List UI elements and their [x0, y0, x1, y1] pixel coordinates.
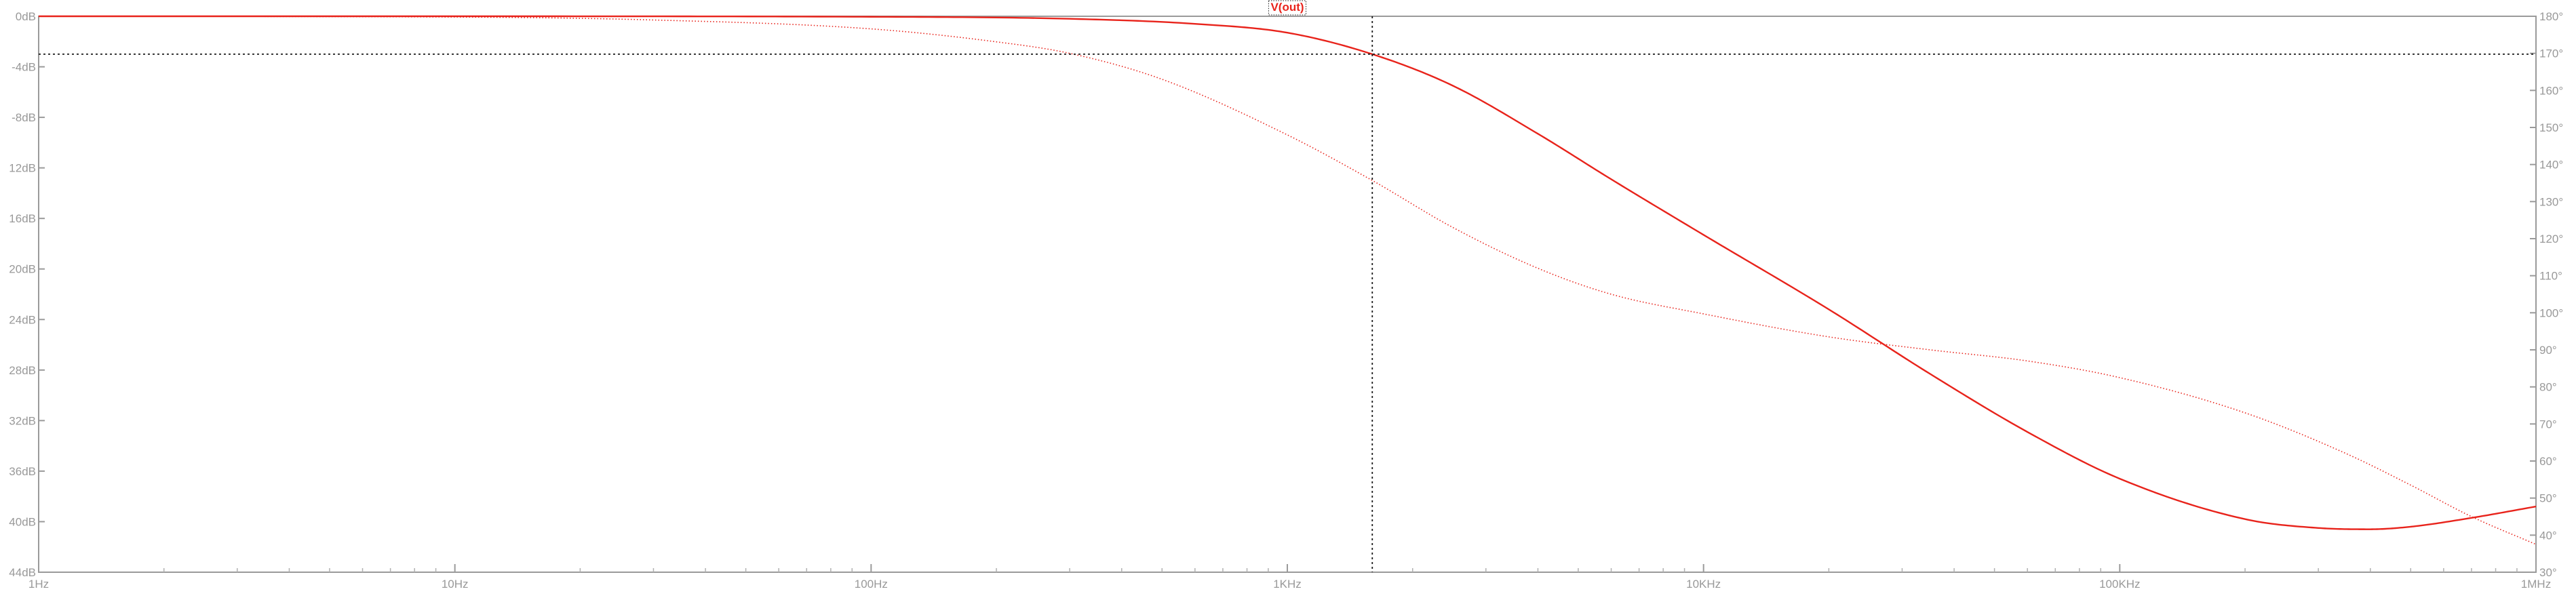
y-right-tick-label: 180° [2539, 10, 2563, 23]
y-left-tick-label: 28dB [9, 364, 36, 377]
y-left-tick-label: 32dB [9, 414, 36, 427]
y-right-tick-label: 50° [2539, 492, 2557, 505]
y-right-tick-label: 130° [2539, 195, 2563, 208]
x-tick-label: 1MHz [2521, 578, 2551, 591]
y-right-tick-label: 120° [2539, 233, 2563, 245]
magnitude-trace [39, 15, 2537, 530]
y-right-tick-label: 70° [2539, 418, 2557, 431]
y-left-tick-label: 24dB [9, 313, 36, 326]
y-right-tick-label: 140° [2539, 159, 2563, 172]
legend-trace-label[interactable]: V(out) [1270, 1, 1304, 14]
y-left-tick-label: 20dB [9, 263, 36, 276]
x-tick-label: 1Hz [28, 578, 49, 591]
y-right-tick-label: 30° [2539, 566, 2557, 579]
x-tick-label: 10Hz [442, 578, 469, 591]
legend: V(out) [1268, 0, 1307, 16]
x-axis: 1Hz 10Hz 100Hz 1KHz 10KHz 100KHz 1MHz [28, 564, 2551, 591]
y-axis-left: 0dB -4dB -8dB 12dB 16dB 20dB 24dB 28dB 32dB 36dB 4… [9, 10, 45, 579]
y-left-tick-label: 0dB [16, 10, 36, 23]
y-left-tick-label: -8dB [12, 111, 36, 124]
y-left-tick-label: 12dB [9, 162, 36, 175]
phase-trace [38, 16, 2537, 545]
x-tick-label: 1KHz [1273, 578, 1302, 591]
y-axis-right: 180° 170° 160° 150° 140° 130° 120° 110° 100° 90° 8… [2530, 10, 2563, 579]
plot-frame [38, 16, 2537, 573]
y-left-tick-label: -4dB [12, 61, 36, 74]
y-right-tick-label: 40° [2539, 529, 2557, 542]
y-left-tick-label: 16dB [9, 212, 36, 225]
y-left-tick-label: 40dB [9, 515, 36, 528]
y-right-tick-label: 150° [2539, 121, 2563, 134]
y-right-tick-label: 60° [2539, 455, 2557, 468]
x-tick-label: 10KHz [1686, 578, 1721, 591]
y-right-tick-label: 90° [2539, 344, 2557, 357]
y-right-tick-label: 80° [2539, 381, 2557, 394]
y-right-tick-label: 100° [2539, 306, 2563, 319]
y-right-tick-label: 170° [2539, 47, 2563, 60]
y-right-tick-label: 160° [2539, 84, 2563, 97]
series-layer [38, 15, 2537, 545]
y-right-tick-label: 110° [2539, 270, 2562, 283]
y-left-tick-label: 36dB [9, 465, 36, 478]
x-tick-label: 100KHz [2099, 578, 2140, 591]
cursor-layer [39, 16, 2536, 572]
x-tick-label: 100Hz [855, 578, 888, 591]
y-left-tick-label: 44dB [9, 566, 36, 579]
